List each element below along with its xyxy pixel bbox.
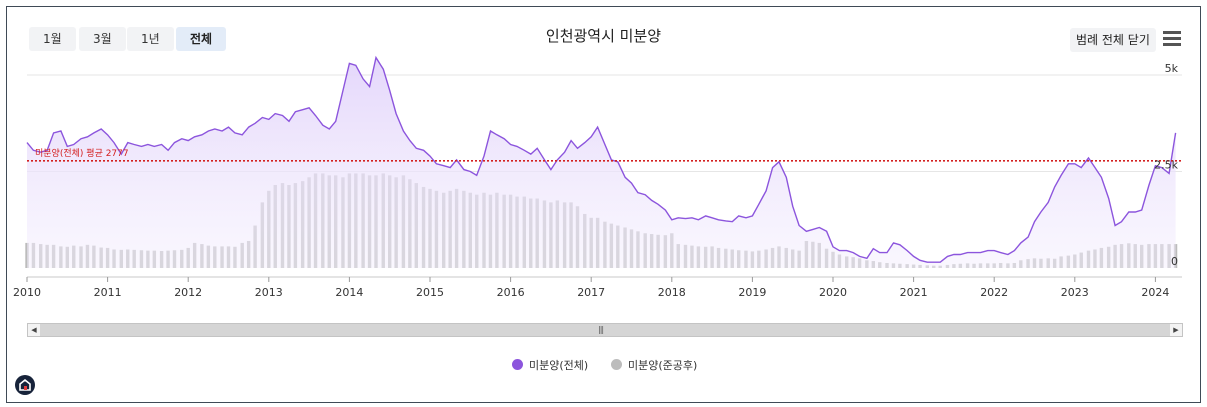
range-3-month-button[interactable]: 3월: [79, 27, 126, 51]
area-total: [27, 57, 1176, 268]
home-logo-icon[interactable]: [15, 375, 35, 395]
y-tick-label: 2.5k: [1154, 159, 1178, 172]
hamburger-menu-icon[interactable]: [1163, 31, 1181, 47]
x-tick-label: 2020: [819, 286, 847, 299]
legend-total-label: 미분양(전체): [529, 359, 589, 372]
chart-panel: 1월 3월 1년 전체 인천광역시 미분양 범례 전체 닫기 미분양(전체) 평…: [6, 6, 1201, 403]
legend-total-dot-icon: [512, 359, 523, 370]
legend-item-completed[interactable]: 미분양(준공후): [611, 357, 697, 373]
x-tick-label: 2016: [497, 286, 525, 299]
x-tick-label: 2018: [658, 286, 686, 299]
chart-scrollbar[interactable]: ◀ ||| ▶: [27, 323, 1183, 337]
legend-completed-label: 미분양(준공후): [628, 359, 698, 372]
x-tick-label: 2022: [980, 286, 1008, 299]
legend-item-total[interactable]: 미분양(전체): [512, 357, 588, 373]
line-total: [26, 55, 1177, 263]
range-1-year-button[interactable]: 1년: [127, 27, 174, 51]
x-tick-label: 2012: [174, 286, 202, 299]
x-tick-label: 2019: [738, 286, 766, 299]
range-all-button[interactable]: 전체: [176, 27, 227, 51]
x-tick-label: 2021: [900, 286, 928, 299]
x-tick-label: 2013: [255, 286, 283, 299]
y-tick-label: 5k: [1165, 62, 1179, 75]
scroll-grip-icon[interactable]: |||: [598, 325, 604, 334]
x-tick-label: 2015: [416, 286, 444, 299]
x-tick-label: 2024: [1141, 286, 1169, 299]
x-tick-label: 2014: [335, 286, 363, 299]
scroll-left-arrow-icon[interactable]: ◀: [28, 324, 40, 336]
legend-completed-dot-icon: [611, 359, 622, 370]
scroll-right-arrow-icon[interactable]: ▶: [1170, 324, 1182, 336]
x-tick-label: 2017: [577, 286, 605, 299]
average-line-label: 미분양(전체) 평균 2777: [35, 148, 129, 159]
x-tick-label: 2011: [94, 286, 122, 299]
chart-plot: 미분양(전체) 평균 2777 0 2.5k 5k 2010 2011 2012 2013 2…: [13, 55, 1182, 299]
y-tick-label: 0: [1171, 255, 1178, 268]
legend-close-all-button[interactable]: 범례 전체 닫기: [1070, 28, 1156, 52]
x-tick-label: 2023: [1061, 286, 1089, 299]
range-1-month-button[interactable]: 1월: [29, 27, 76, 51]
chart-title: 인천광역시 미분양: [545, 27, 662, 45]
x-tick-label: 2010: [13, 286, 41, 299]
